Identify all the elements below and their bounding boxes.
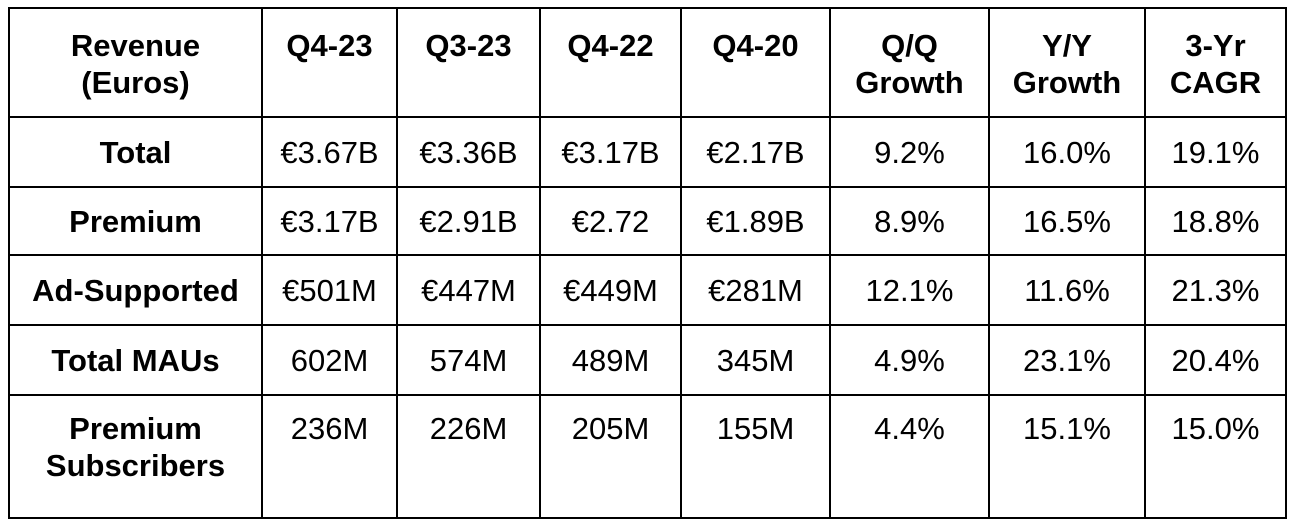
header-text: Q4-20 [712, 28, 799, 63]
table-cell: 11.6% [988, 254, 1146, 326]
row-label: Ad-Supported [8, 254, 263, 326]
table-cell: 574M [396, 324, 541, 396]
table-cell: 15.1% [988, 394, 1146, 519]
header-text: Growth [1012, 65, 1122, 100]
header-text: Q3-23 [425, 28, 512, 63]
header-text: Y/Y [1042, 28, 1092, 63]
table-cell: 16.0% [988, 116, 1146, 188]
revenue-table-container: Revenue (Euros) Q4-23 Q3-23 Q4-22 Q4-20 Q… [8, 7, 1287, 519]
header-row: Revenue (Euros) Q4-23 Q3-23 Q4-22 Q4-20 Q… [8, 7, 1287, 118]
table-cell: 345M [680, 324, 831, 396]
row-label: Total MAUs [8, 324, 263, 396]
header-text: CAGR [1169, 65, 1262, 100]
table-cell: 205M [539, 394, 682, 519]
header-cell-q4-23: Q4-23 [261, 7, 398, 118]
header-cell-q4-22: Q4-22 [539, 7, 682, 118]
row-label-line: Subscribers [45, 448, 226, 483]
table-cell: €281M [680, 254, 831, 326]
header-cell-qq-growth: Q/Q Growth [829, 7, 990, 118]
table-cell: €3.17B [539, 116, 682, 188]
table-cell: 15.0% [1144, 394, 1287, 519]
table-cell: €1.89B [680, 186, 831, 256]
table-cell: €2.72 [539, 186, 682, 256]
table-cell: 236M [261, 394, 398, 519]
header-text: 3-Yr [1185, 28, 1246, 63]
header-text: Revenue [70, 28, 201, 63]
table-cell: €3.36B [396, 116, 541, 188]
header-text: Growth [855, 65, 964, 100]
table-cell: 16.5% [988, 186, 1146, 256]
row-label: Total [8, 116, 263, 188]
table-row-total-maus: Total MAUs 602M 574M 489M 345M 4.9% 23.1… [8, 324, 1287, 396]
row-label-line: Premium [69, 411, 202, 446]
header-cell-metric: Revenue (Euros) [8, 7, 263, 118]
table-cell: €449M [539, 254, 682, 326]
table-cell: 489M [539, 324, 682, 396]
table-cell: 9.2% [829, 116, 990, 188]
table-row-total: Total €3.67B €3.36B €3.17B €2.17B 9.2% 1… [8, 116, 1287, 188]
table-cell: €447M [396, 254, 541, 326]
table-cell: 4.9% [829, 324, 990, 396]
table-cell: 226M [396, 394, 541, 519]
table-cell: 8.9% [829, 186, 990, 256]
header-cell-q3-23: Q3-23 [396, 7, 541, 118]
table-cell: 155M [680, 394, 831, 519]
table-cell: €3.67B [261, 116, 398, 188]
header-text: Q4-22 [567, 28, 654, 63]
header-cell-yy-growth: Y/Y Growth [988, 7, 1146, 118]
table-row-ad-supported: Ad-Supported €501M €447M €449M €281M 12.… [8, 254, 1287, 326]
table-cell: 4.4% [829, 394, 990, 519]
table-cell: 23.1% [988, 324, 1146, 396]
table-cell: €3.17B [261, 186, 398, 256]
table-cell: 18.8% [1144, 186, 1287, 256]
header-text: Q4-23 [286, 28, 373, 63]
table-cell: 19.1% [1144, 116, 1287, 188]
table-cell: 12.1% [829, 254, 990, 326]
table-cell: €2.17B [680, 116, 831, 188]
table-row-premium: Premium €3.17B €2.91B €2.72 €1.89B 8.9% … [8, 186, 1287, 256]
row-label: Premium Subscribers [8, 394, 263, 519]
table-cell: €2.91B [396, 186, 541, 256]
table-cell: €501M [261, 254, 398, 326]
header-cell-3yr-cagr: 3-Yr CAGR [1144, 7, 1287, 118]
revenue-table: Revenue (Euros) Q4-23 Q3-23 Q4-22 Q4-20 Q… [8, 7, 1287, 519]
header-text: Q/Q [881, 28, 938, 63]
table-cell: 21.3% [1144, 254, 1287, 326]
table-cell: 602M [261, 324, 398, 396]
table-row-premium-subscribers: Premium Subscribers 236M 226M 205M 155M 4… [8, 394, 1287, 519]
header-cell-q4-20: Q4-20 [680, 7, 831, 118]
table-cell: 20.4% [1144, 324, 1287, 396]
row-label: Premium [8, 186, 263, 256]
header-text: (Euros) [81, 65, 190, 100]
